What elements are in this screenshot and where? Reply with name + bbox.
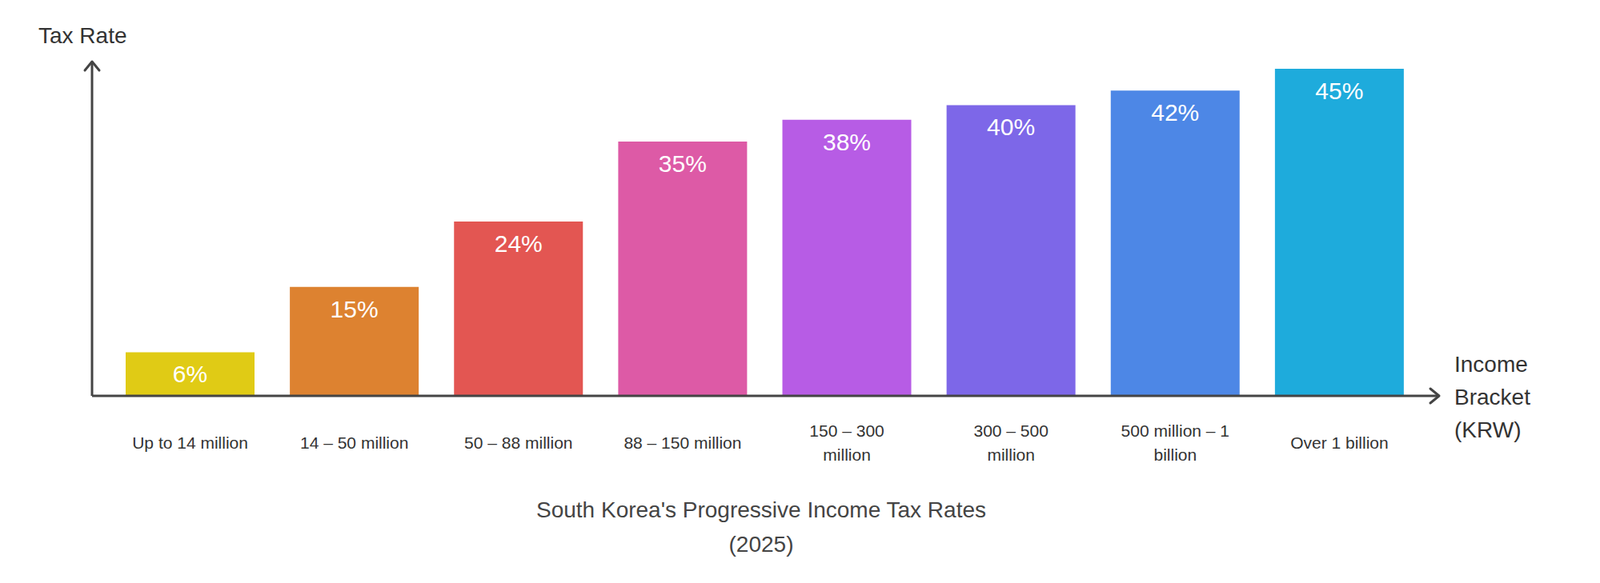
svg-text:billion: billion [1153, 445, 1197, 465]
svg-text:15%: 15% [330, 296, 379, 323]
html-text:Income Bracket (KRW): Income Bracket (KRW) [1454, 352, 1531, 443]
svg-text:50 – 88 million: 50 – 88 million [464, 433, 573, 453]
svg-text:150 – 300: 150 – 300 [809, 421, 884, 441]
svg-text:Up to 14 million: Up to 14 million [132, 433, 249, 453]
svg-text:24%: 24% [494, 230, 543, 257]
html-text:Tax Rate: Tax Rate [38, 23, 127, 49]
svg-text:500 million – 1: 500 million – 1 [1121, 421, 1230, 441]
svg-text:Over 1 billion: Over 1 billion [1290, 433, 1389, 453]
svg-text:14 – 50 million: 14 – 50 million [300, 433, 409, 453]
svg-text:45%: 45% [1315, 77, 1364, 105]
svg-text:300 – 500: 300 – 500 [973, 421, 1048, 441]
html-text:(2025): (2025) [728, 532, 794, 558]
svg-text:40%: 40% [986, 113, 1035, 141]
svg-text:million: million [822, 445, 871, 465]
svg-text:35%: 35% [658, 150, 707, 177]
svg-text:38%: 38% [822, 128, 871, 156]
svg-text:88 – 150 million: 88 – 150 million [623, 433, 742, 453]
html-text:South Korea's Progressive Inco: South Korea's Progressive Income Tax Rat… [536, 497, 987, 523]
svg-text:million: million [986, 445, 1035, 465]
svg-text:6%: 6% [172, 360, 208, 388]
svg-text:42%: 42% [1150, 99, 1199, 126]
